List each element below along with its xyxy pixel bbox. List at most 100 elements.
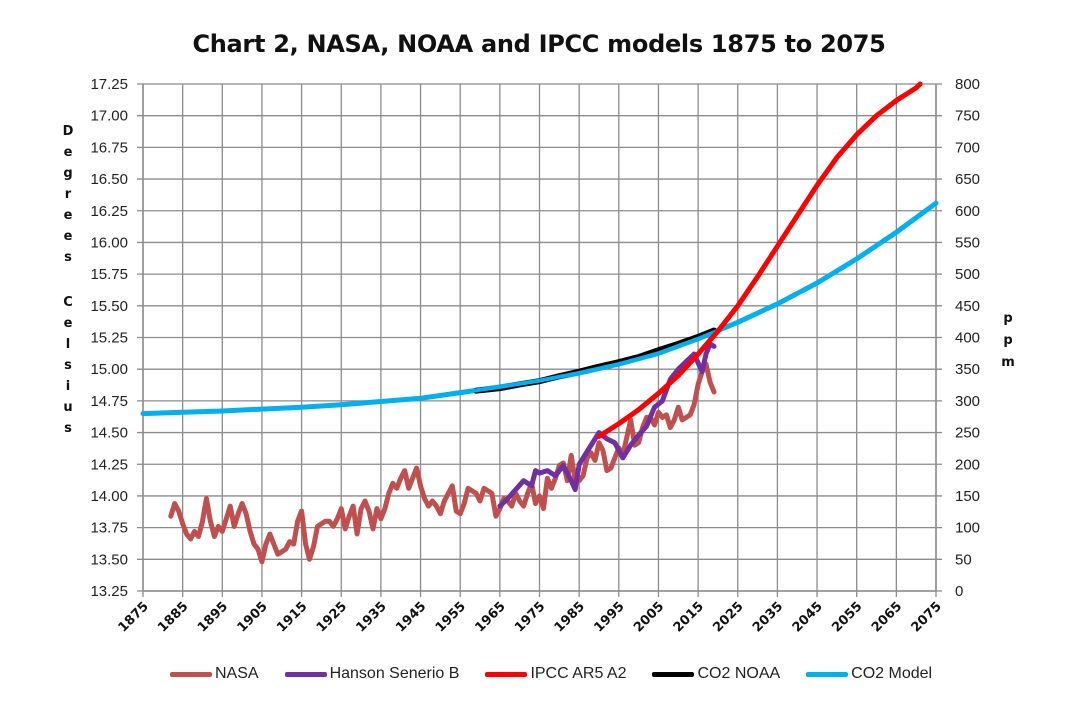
x-tick-label: 1965 — [472, 599, 508, 635]
legend-label: CO2 Model — [851, 665, 933, 682]
left-tick-label: 14.00 — [90, 488, 128, 505]
left-axis-label-letter: s — [64, 250, 72, 265]
right-tick-label: 800 — [955, 76, 980, 93]
x-tick-label: 1925 — [314, 599, 350, 635]
left-tick-label: 16.75 — [90, 139, 128, 156]
left-axis-label-letter: g — [63, 166, 72, 181]
left-tick-label: 14.50 — [90, 425, 128, 442]
x-tick-label: 1945 — [393, 599, 429, 635]
right-tick-label: 600 — [955, 203, 980, 220]
x-tick-label: 1985 — [552, 599, 588, 635]
legend-label: CO2 NOAA — [697, 665, 781, 682]
x-tick-label: 1905 — [235, 599, 271, 635]
right-tick-label: 500 — [955, 266, 980, 283]
legend-item-ipcc-ar5-a2: IPCC AR5 A2 — [485, 665, 626, 683]
right-tick-label: 450 — [955, 298, 980, 315]
right-tick-label: 400 — [955, 330, 980, 347]
x-tick-label: 2055 — [829, 599, 865, 635]
left-axis-label-letter: e — [64, 208, 73, 223]
x-tick-label: 1995 — [591, 599, 627, 635]
x-tick-label: 2065 — [869, 599, 905, 635]
right-tick-label: 100 — [955, 520, 980, 537]
legend-swatch — [485, 671, 528, 677]
left-axis-label-letter: C — [63, 295, 73, 310]
legend-item-nasa: NASA — [170, 665, 259, 683]
right-tick-label: 300 — [955, 393, 980, 410]
axes — [142, 84, 937, 592]
legend-swatch — [284, 671, 327, 677]
legend-item-hanson-senerio-b: Hanson Senerio B — [284, 665, 460, 683]
left-axis-label-letter: u — [63, 400, 72, 415]
series-group — [140, 81, 939, 565]
x-tick-label: 1875 — [116, 599, 152, 635]
series-line-co2-model-overlay — [142, 201, 938, 416]
left-tick-label: 14.75 — [90, 393, 128, 410]
left-tick-label: 17.00 — [90, 108, 128, 125]
x-tick-label: 2045 — [790, 599, 826, 635]
x-tick-label: 2035 — [750, 599, 786, 635]
x-tick-label: 2015 — [671, 599, 707, 635]
right-tick-label: 350 — [955, 361, 980, 378]
chart-title: Chart 2, NASA, NOAA and IPCC models 1875… — [192, 30, 886, 58]
grid — [137, 83, 942, 597]
left-axis-ticks: 17.25 17.00 16.75 16.50 16.25 16.00 15.75 15.50… — [90, 76, 128, 600]
legend-swatch — [652, 671, 695, 677]
right-axis-label-letter: p — [1003, 311, 1012, 326]
left-axis-label-letter: e — [64, 316, 73, 331]
series-line-co2-noaa — [473, 327, 717, 394]
right-tick-label: 650 — [955, 171, 980, 188]
x-tick-label: 2075 — [909, 599, 945, 635]
legend-item-co2-model: CO2 Model — [806, 665, 932, 683]
left-tick-label: 13.75 — [90, 520, 128, 537]
x-tick-label: 1955 — [433, 599, 469, 635]
left-axis-label-letter: e — [64, 145, 73, 160]
left-tick-label: 13.25 — [90, 583, 128, 600]
right-axis-label-letter: m — [1001, 355, 1015, 370]
left-tick-label: 16.25 — [90, 203, 128, 220]
series-line-ipcc-ar5-a2 — [596, 81, 923, 439]
left-axis-label-letter: D — [63, 124, 74, 139]
x-tick-label: 1935 — [354, 599, 390, 635]
legend-swatch — [170, 671, 212, 677]
left-tick-label: 16.50 — [90, 171, 128, 188]
x-tick-label: 2005 — [631, 599, 667, 635]
left-axis-label-letter: i — [66, 379, 70, 394]
x-axis-ticks: 1875 1885 1895 1905 1915 1925 1935 1945 1955 1965… — [116, 599, 945, 635]
right-tick-label: 200 — [955, 456, 980, 473]
left-axis-label-letter: s — [64, 358, 72, 373]
right-tick-label: 50 — [955, 551, 972, 568]
legend-label: NASA — [215, 665, 259, 682]
left-tick-label: 15.50 — [90, 298, 128, 315]
legend: NASA Hanson Senerio B IPCC AR5 A2 CO2 NOAA C… — [170, 665, 958, 683]
left-tick-label: 14.25 — [90, 456, 128, 473]
right-tick-label: 750 — [955, 108, 980, 125]
left-axis-label-letter: s — [64, 421, 72, 436]
right-tick-label: 250 — [955, 425, 980, 442]
left-axis-label-letter: e — [64, 229, 73, 244]
left-tick-label: 15.00 — [90, 361, 128, 378]
left-tick-label: 13.50 — [90, 551, 128, 568]
right-tick-label: 0 — [955, 583, 963, 600]
right-tick-label: 150 — [955, 488, 980, 505]
x-tick-label: 1975 — [512, 599, 548, 635]
x-tick-label: 1885 — [155, 599, 191, 635]
left-axis-label-letter: l — [66, 337, 70, 352]
x-tick-label: 1915 — [274, 599, 310, 635]
left-tick-label: 16.00 — [90, 234, 128, 251]
right-axis-label: ppm — [1001, 311, 1015, 370]
left-tick-label: 15.75 — [90, 266, 128, 283]
x-tick-label: 2025 — [710, 599, 746, 635]
right-tick-label: 550 — [955, 234, 980, 251]
right-tick-label: 700 — [955, 139, 980, 156]
x-tick-label: 1895 — [195, 599, 231, 635]
right-axis-ticks: 8007507006506005505004504003503002502001… — [955, 76, 980, 600]
legend-swatch — [806, 671, 849, 677]
right-axis-label-letter: p — [1003, 333, 1012, 348]
legend-label: Hanson Senerio B — [329, 665, 460, 682]
left-tick-label: 17.25 — [90, 76, 128, 93]
legend-label: IPCC AR5 A2 — [530, 665, 627, 682]
left-axis-label-letter: r — [65, 187, 72, 202]
left-tick-label: 15.25 — [90, 330, 128, 347]
